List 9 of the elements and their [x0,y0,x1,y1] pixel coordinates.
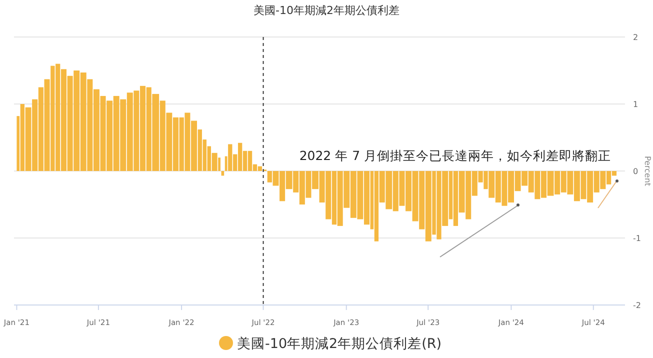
annotation: 2022 年 7 月倒掛至今已長達兩年，如今利差即將翻正 [299,148,611,163]
y-tick-label: -2 [633,301,641,310]
chart-title: 美國-10年期減2年期公債利差 [254,4,400,17]
y-tick-label: 1 [633,100,638,109]
legend: 美國-10年期減2年期公債利差(R) [219,336,442,352]
y-tick-label: 0 [633,167,638,176]
y-axis-title: Percent [643,156,652,186]
y-tick-label: -1 [633,234,641,243]
y-tick-label: 2 [633,33,638,42]
